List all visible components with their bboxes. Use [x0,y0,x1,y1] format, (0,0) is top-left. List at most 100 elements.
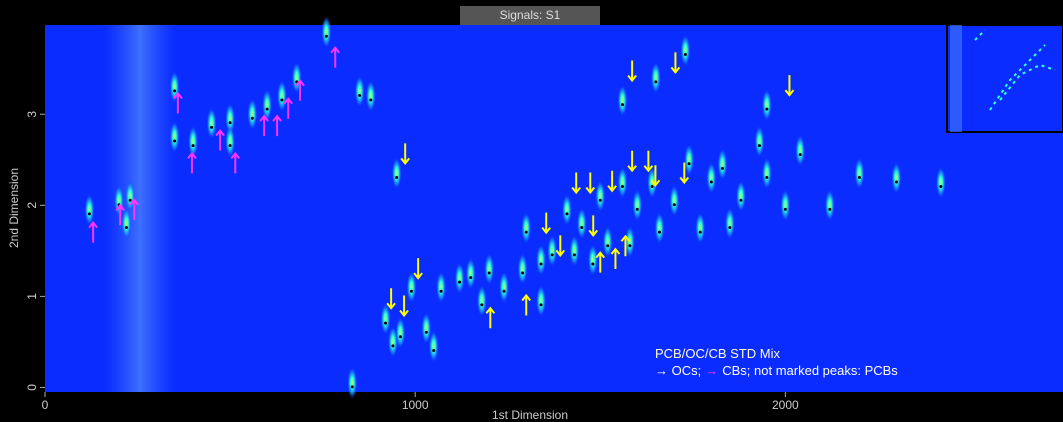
peak [276,80,287,113]
inset-frame [946,24,1063,133]
arrow [413,258,423,280]
peak-apex [739,198,743,202]
peak-apex [698,230,702,234]
inset-streaks [974,29,1056,111]
arrow [541,212,552,235]
peak [499,271,510,304]
peak-apex [128,198,132,202]
peak [717,148,728,181]
peak-apex [524,230,528,234]
x-tick-label: 2000 [772,398,799,412]
peak [684,143,695,176]
arrow [627,60,637,83]
arrow [215,129,225,151]
arrow [670,52,681,74]
peak-apex [654,80,658,84]
peak-apex [550,253,554,257]
peak [114,184,125,217]
arrow [230,151,241,174]
arrow [595,251,606,273]
peak-apex [358,93,362,97]
peak [735,180,746,213]
peak-apex [539,262,543,266]
inset [946,24,1063,133]
peak [724,207,735,240]
peak-apex [424,330,428,334]
peak [654,212,665,245]
arrow [295,78,305,101]
peak-apex [432,348,436,352]
arrow [129,198,139,220]
peak [669,184,680,217]
peak [121,207,132,240]
peak-apex [757,144,761,148]
peak-apex [672,203,676,207]
arrow [115,203,125,226]
peak-apex [687,162,691,166]
arrow [173,91,183,114]
peak-apex [124,226,128,230]
peak [225,102,236,135]
arrow [607,170,617,193]
peak [624,225,635,258]
peak-apex [765,107,769,111]
peak [780,189,791,222]
peak-apex [480,303,484,307]
peak-apex [395,175,399,179]
peak-apex [350,385,354,389]
peak [380,303,391,336]
peak-apex [709,180,713,184]
peak [680,34,691,67]
plot-area [45,25,1063,392]
peak [188,125,199,158]
peak [824,189,835,222]
arrow [585,172,596,195]
y-tick-label: 3 [25,111,39,118]
y-axis-label: 2nd Dimension [7,168,21,248]
peak-apex [620,103,624,107]
chart-title: Signals: S1 [500,8,561,22]
x-axis-label: 1st Dimension [492,408,568,422]
peak-apex [857,175,861,179]
peak-apex [384,321,388,325]
arrow [627,150,637,173]
x-tick-label: 1000 [402,398,429,412]
peak-apex [728,226,732,230]
peak [761,157,772,190]
arrow [650,165,661,187]
peak [391,157,402,190]
peak-apex [250,116,254,120]
peak-apex [191,144,195,148]
peak [617,166,628,199]
arrow [784,75,795,97]
arrow [620,234,631,257]
peak-apex [591,262,595,266]
peak-apex [765,175,769,179]
peak-apex [620,185,624,189]
peak [84,193,95,226]
arrow [555,235,566,257]
y-tick-label: 2 [25,202,39,209]
peak [365,80,376,113]
peak-apex [265,107,269,111]
peak-apex [798,153,802,157]
arrow [330,46,341,68]
peak [854,157,865,190]
arrow [400,143,410,166]
x-tick-label: 0 [42,398,49,412]
peak-apex [565,212,569,216]
peak [754,125,765,158]
peak [406,271,417,304]
peak-apex [398,335,402,339]
y-tick-label: 0 [25,384,39,391]
arrow [88,221,98,243]
peak [632,189,643,222]
peak [536,243,547,276]
note-part: CBs; not marked peaks: PCBs [722,363,898,378]
peak [521,212,532,245]
peak [569,234,580,267]
peak [354,75,365,108]
peak-apex [635,207,639,211]
peak-apex [324,34,328,38]
